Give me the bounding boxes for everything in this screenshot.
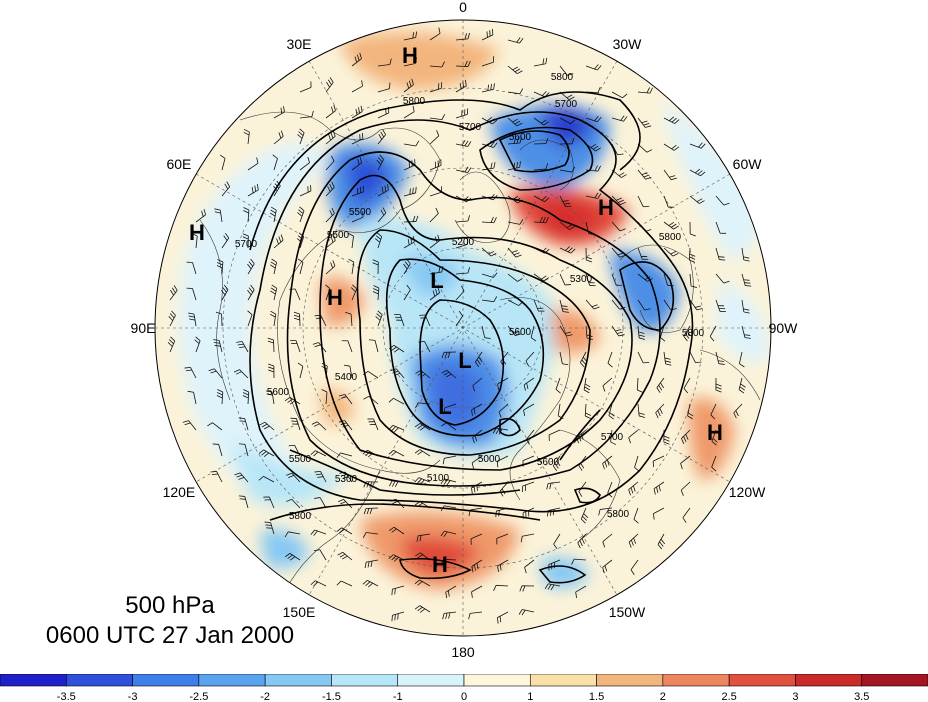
low-center-8: L: [438, 394, 451, 419]
contour-label-1: 5800: [403, 96, 426, 107]
colorbar-box-7: [463, 674, 531, 687]
high-center-0: H: [402, 43, 418, 68]
contour-label-11: 5400: [335, 372, 358, 383]
contour-label-15: 5300: [335, 474, 358, 485]
colorbar-tick-5: -1: [393, 691, 403, 702]
contour-label-8: 5700: [459, 122, 482, 133]
longitude-label-4: 120W: [729, 484, 766, 500]
colorbar-tick-11: 3: [792, 691, 798, 702]
contour-label-3: 5600: [509, 132, 532, 143]
contour-label-group: 5800 5800 5700 5600 5500 5200 5300 5500 5700 5800…: [235, 72, 705, 522]
longitude-label-5: 150W: [609, 604, 646, 620]
contour-label-9: 5800: [659, 232, 682, 243]
colorbar-box-13: [861, 674, 928, 687]
globe-outline: [154, 19, 772, 637]
colorbar-box-0: [0, 674, 67, 687]
contour-label-19: 5700: [235, 239, 258, 250]
longitude-label-2: 60W: [733, 156, 763, 172]
contour-label-18: 5600: [537, 457, 560, 468]
colorbar-box-12: [795, 674, 863, 687]
colorbar-tick-0: -3.5: [57, 691, 76, 702]
colorbar-box-2: [132, 674, 200, 687]
colorbar-box-10: [662, 674, 730, 687]
longitude-label-11: 30E: [287, 36, 312, 52]
contour-label-22: 5800: [607, 509, 630, 520]
colorbar-tick-10: 2.5: [721, 691, 736, 702]
colorbar-tick-6: 0: [461, 691, 467, 702]
high-center-5: H: [432, 552, 448, 577]
colorbar-tick-3: -2: [260, 691, 270, 702]
contour-label-7: 5500: [327, 230, 350, 241]
contour-label-12: 5600: [509, 327, 532, 338]
contour-label-0: 5800: [551, 72, 574, 83]
colorbar-box-11: [728, 674, 796, 687]
globe: [155, 20, 771, 636]
colorbar-tick-8: 1.5: [589, 691, 604, 702]
longitude-label-1: 30W: [613, 36, 643, 52]
coastlines: [199, 111, 761, 601]
valid-time-title: 0600 UTC 27 Jan 2000: [45, 622, 295, 649]
height-contours: [249, 91, 694, 584]
longitude-label-7: 150E: [283, 604, 316, 620]
high-center-3: H: [327, 285, 343, 310]
colorbar-tick-2: -2.5: [189, 691, 208, 702]
colorbar-box-6: [397, 674, 465, 687]
contour-label-13: 5700: [601, 432, 624, 443]
colorbar-box-9: [596, 674, 664, 687]
longitude-label-0: 0: [459, 0, 467, 15]
contour-label-17: 5000: [478, 454, 501, 465]
colorbar-box-1: [65, 674, 133, 687]
contour-label-10: 5600: [267, 387, 290, 398]
longitude-label-6: 180: [451, 644, 475, 660]
colorbar: -3.5 -3 -2.5 -2 -1.5 -1 0 1 1.5 2 2.5 3 3.5: [0, 674, 928, 702]
contour-label-14: 5500: [289, 454, 312, 465]
pressure-level-title: 500 hPa: [125, 592, 215, 619]
colorbar-box-5: [331, 674, 399, 687]
colorbar-tick-7: 1: [527, 691, 533, 702]
wind-barbs: [167, 27, 752, 624]
colorbar-box-4: [264, 674, 332, 687]
contour-label-2: 5700: [555, 99, 578, 110]
longitude-label-3: 90W: [769, 320, 799, 336]
colorbar-ticks: -3.5 -3 -2.5 -2 -1.5 -1 0 1 1.5 2 2.5 3 3.5: [57, 691, 870, 702]
colorbar-tick-9: 2: [660, 691, 666, 702]
colorbar-boxes: [0, 674, 928, 687]
longitude-labels: 0 30W 60W 90W 120W 150W 180 150E 120E 90E 60E 30E: [131, 0, 799, 660]
contour-label-5: 5200: [452, 237, 475, 248]
longitude-label-8: 120E: [163, 484, 196, 500]
contour-label-21: 5800: [289, 511, 312, 522]
low-center-7: L: [458, 348, 471, 373]
longitude-label-10: 60E: [166, 156, 191, 172]
colorbar-box-3: [198, 674, 266, 687]
colorbar-tick-12: 3.5: [854, 691, 869, 702]
contour-label-16: 5100: [427, 473, 450, 484]
contour-label-4: 5500: [349, 207, 372, 218]
low-center-6: L: [430, 268, 443, 293]
contour-label-6: 5300: [570, 274, 593, 285]
longitude-label-9: 90E: [131, 320, 156, 336]
high-center-2: H: [189, 220, 205, 245]
high-center-1: H: [598, 195, 614, 220]
colorbar-tick-4: -1.5: [322, 691, 341, 702]
high-center-4: H: [707, 420, 723, 445]
colorbar-box-8: [529, 674, 597, 687]
contour-label-20: 5800: [682, 328, 705, 339]
colorbar-tick-1: -3: [128, 691, 138, 702]
